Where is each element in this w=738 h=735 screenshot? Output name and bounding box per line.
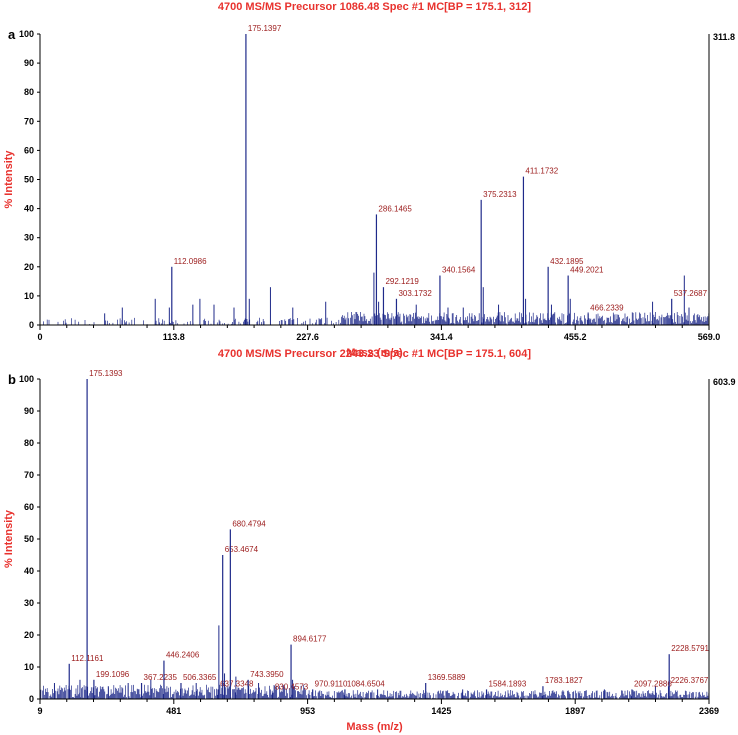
- y-tick-label: 40: [24, 204, 34, 214]
- peak-label: 970.9110: [315, 679, 348, 688]
- y-axis-label: % Intensity: [3, 150, 15, 209]
- peak-label: 1369.5889: [428, 673, 466, 682]
- peak-label: 175.1393: [89, 369, 123, 378]
- peak-label: 340.1564: [442, 266, 476, 275]
- noise-baseline: [43, 312, 710, 325]
- x-tick-label: 953: [300, 706, 315, 716]
- y-axis-label: % Intensity: [3, 509, 15, 568]
- peak-label: 894.6177: [293, 635, 327, 644]
- x-tick-label: 1897: [565, 706, 585, 716]
- y-tick-label: 70: [24, 116, 34, 126]
- x-tick-label: 113.8: [163, 332, 185, 342]
- peak-label: 175.1397: [248, 24, 282, 33]
- y-tick-label: 90: [24, 406, 34, 416]
- x-tick-label: 341.4: [430, 332, 453, 342]
- peak-label: 286.1465: [378, 204, 412, 213]
- x-axis-label: Mass (m/z): [346, 347, 403, 359]
- peak-label: 537.2687: [674, 289, 708, 298]
- y-tick-label: 10: [24, 291, 34, 301]
- y-tick-label: 50: [24, 534, 34, 544]
- x-tick-label: 455.2: [564, 332, 587, 342]
- chart-title: 4700 MS/MS Precursor 2243.23 Spec #1 MC[…: [218, 348, 532, 360]
- peak-label: 375.2313: [483, 190, 517, 199]
- y-tick-label: 40: [24, 566, 34, 576]
- x-tick-label: 9: [37, 706, 42, 716]
- chart-title: 4700 MS/MS Precursor 1086.48 Spec #1 MC[…: [218, 1, 532, 13]
- peak-label: 506.3365: [183, 673, 217, 682]
- panel-letter: b: [8, 372, 16, 387]
- y-tick-label: 10: [24, 662, 34, 672]
- y-tick-label: 60: [24, 145, 34, 155]
- peak-label: 637.3348: [220, 679, 254, 688]
- peak-label: 2097.2886: [634, 679, 672, 688]
- peak-label: 112.0986: [174, 257, 207, 266]
- y-tick-label: 0: [29, 320, 34, 330]
- x-tick-label: 569.0: [698, 332, 721, 342]
- y-tick-label: 80: [24, 87, 34, 97]
- peak-label: 1783.1827: [545, 676, 583, 685]
- x-tick-label: 0: [37, 332, 42, 342]
- peak-label: 411.1732: [525, 167, 558, 176]
- y-tick-label: 80: [24, 438, 34, 448]
- peak-label: 830.4573: [275, 683, 309, 692]
- y-tick-label: 30: [24, 598, 34, 608]
- peak-label: 303.1732: [398, 289, 432, 298]
- y-tick-label: 100: [19, 374, 34, 384]
- peak-label: 292.1219: [385, 277, 419, 286]
- x-tick-label: 227.6: [296, 332, 319, 342]
- peak-label: 199.1096: [96, 670, 130, 679]
- peak-label: 432.1895: [550, 257, 584, 266]
- y-tick-label: 70: [24, 470, 34, 480]
- x-axis-label: Mass (m/z): [346, 721, 403, 733]
- peak-label: 653.4674: [225, 545, 259, 554]
- y-tick-label: 20: [24, 262, 34, 272]
- max-intensity-label: 311.8: [713, 32, 735, 42]
- peak-label: 449.2021: [570, 266, 604, 275]
- y-tick-label: 0: [29, 694, 34, 704]
- x-tick-label: 1425: [431, 706, 451, 716]
- x-tick-label: 481: [166, 706, 181, 716]
- peak-label: 466.2339: [590, 303, 624, 312]
- peak-label: 446.2406: [166, 651, 200, 660]
- y-tick-label: 60: [24, 502, 34, 512]
- peak-label: 1584.1893: [489, 679, 527, 688]
- y-tick-label: 100: [19, 29, 34, 39]
- peak-label: 1084.6504: [347, 679, 385, 688]
- peak-label: 367.2235: [144, 673, 178, 682]
- peak-label: 680.4794: [232, 519, 266, 528]
- peak-label: 2226.3767: [671, 676, 709, 685]
- x-tick-label: 2369: [699, 706, 719, 716]
- peak-label: 2228.5791: [671, 644, 709, 653]
- y-tick-label: 90: [24, 58, 34, 68]
- max-intensity-label: 603.9: [713, 377, 736, 387]
- chart-panel-a: 4700 MS/MS Precursor 1086.48 Spec #1 MC[…: [3, 1, 735, 359]
- y-tick-label: 20: [24, 630, 34, 640]
- peak-label: 743.3950: [250, 670, 284, 679]
- panel-letter: a: [8, 27, 16, 42]
- chart-panel-b: 4700 MS/MS Precursor 2243.23 Spec #1 MC[…: [3, 348, 736, 733]
- y-tick-label: 30: [24, 233, 34, 243]
- y-tick-label: 50: [24, 175, 34, 185]
